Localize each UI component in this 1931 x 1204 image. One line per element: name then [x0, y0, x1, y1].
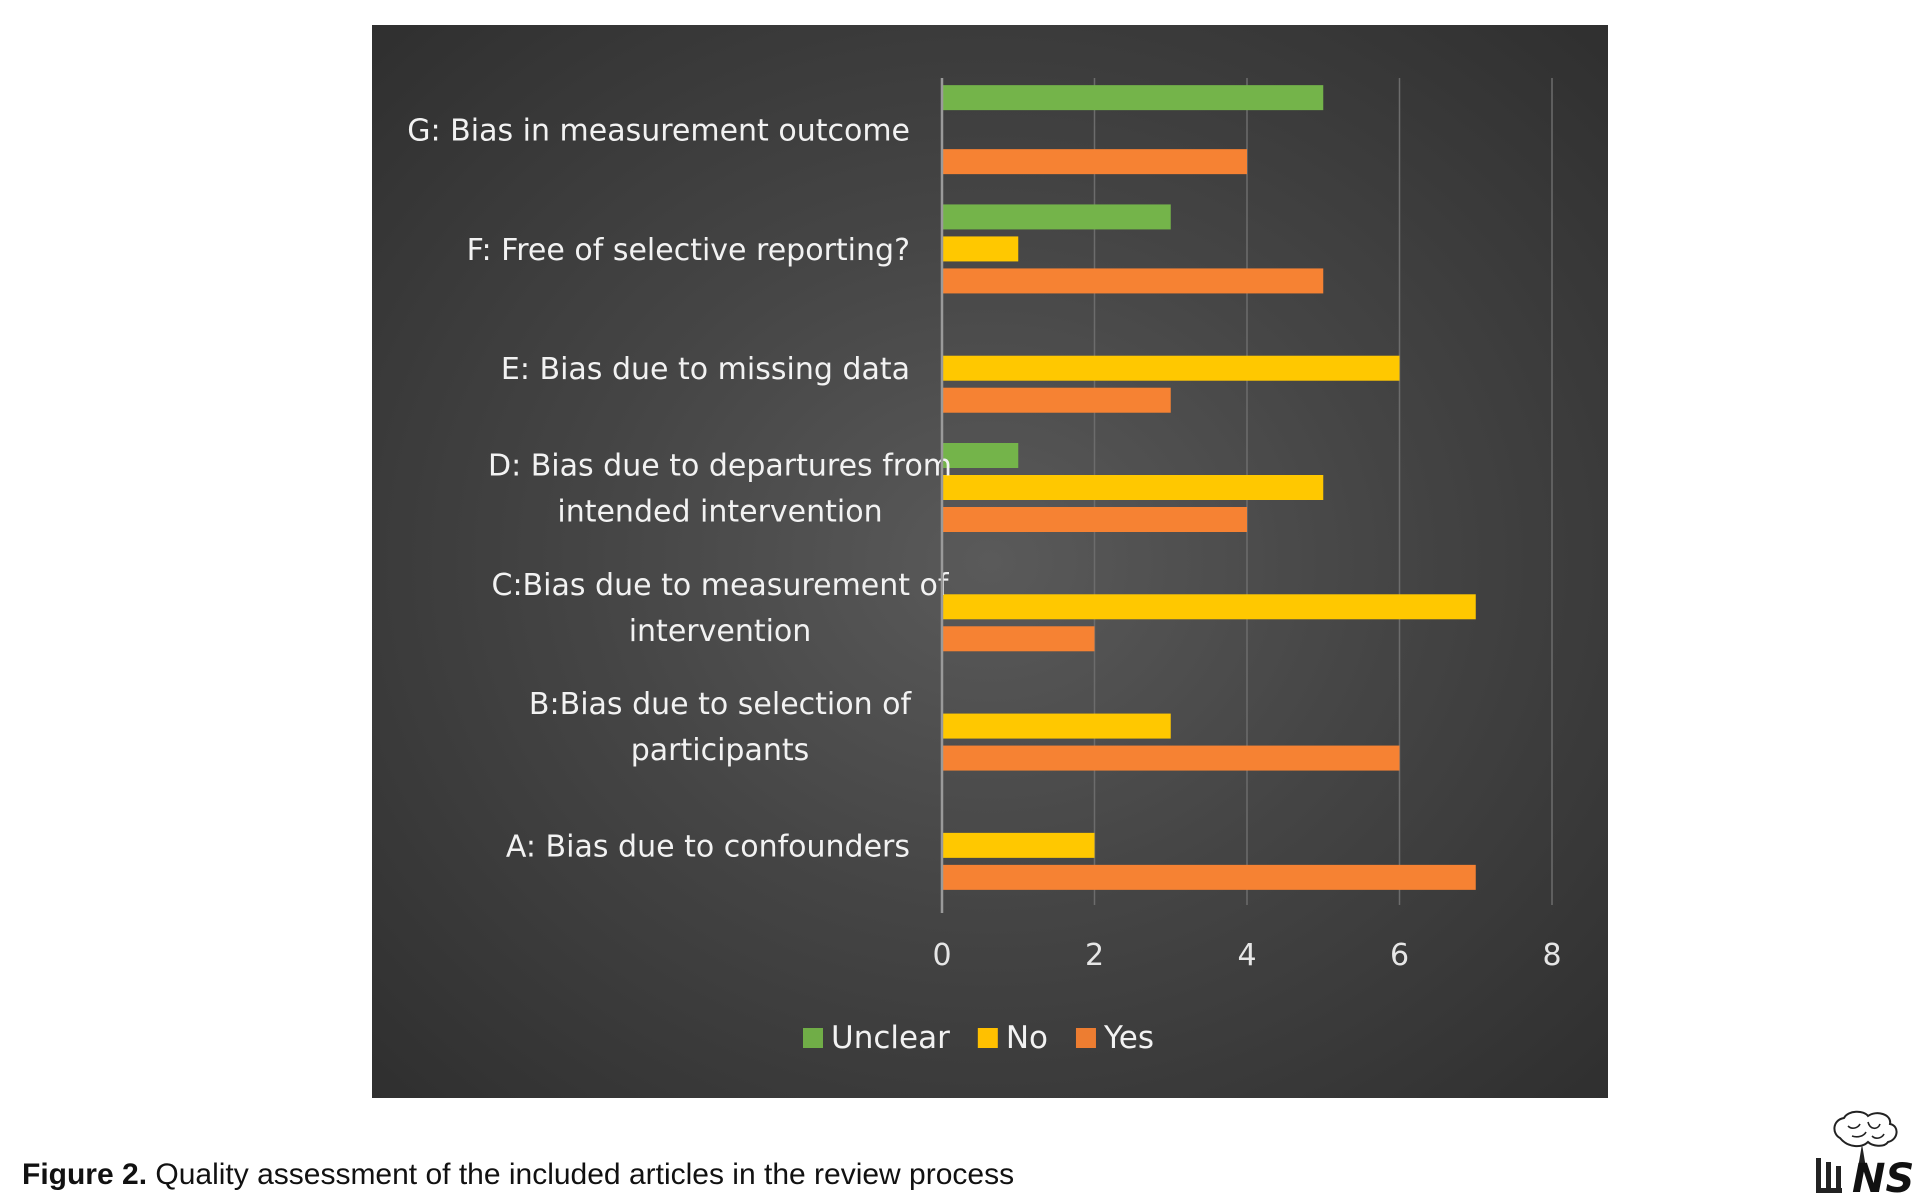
x-tick-label-2: 4: [1237, 938, 1256, 973]
category-label-4: E: Bias due to missing data: [501, 352, 910, 387]
bar-no-5: [942, 236, 1019, 262]
logo-text: NS: [1852, 1156, 1914, 1198]
bar-chart: A: Bias due to confounders B:Bias due to …: [407, 78, 1562, 1056]
category-label-6: G: Bias in measurement outcome: [407, 114, 910, 149]
bar-yes-0: [942, 864, 1476, 890]
x-tick-label-1: 2: [1085, 938, 1104, 973]
category-label-line: G: Bias in measurement outcome: [407, 114, 910, 149]
category-label-line: participants: [631, 733, 810, 768]
category-label-line: D: Bias due to departures from: [488, 449, 952, 484]
category-label-line: F: Free of selective reporting?: [467, 233, 910, 268]
figure-caption: Figure 2. Quality assessment of the incl…: [22, 1158, 1014, 1192]
category-label-line: intervention: [629, 614, 812, 649]
x-tick-label-3: 6: [1390, 938, 1409, 973]
category-label-5: F: Free of selective reporting?: [467, 233, 910, 268]
bar-no-2: [942, 594, 1476, 620]
category-label-line: B:Bias due to selection of: [529, 687, 913, 722]
bar-yes-2: [942, 626, 1095, 652]
bar-no-0: [942, 832, 1095, 858]
legend-swatch-yes: [1075, 1028, 1096, 1048]
legend-label-no: No: [1006, 1020, 1048, 1056]
chart-panel: A: Bias due to confounders B:Bias due to …: [372, 25, 1608, 1098]
bar-no-1: [942, 713, 1171, 739]
x-tick-label-0: 0: [932, 938, 951, 973]
category-label-line: C:Bias due to measurement of: [492, 568, 950, 603]
category-label-2: C:Bias due to measurement of intervention: [492, 568, 950, 649]
category-label-line: A: Bias due to confounders: [506, 829, 910, 864]
caption-label: Figure 2.: [22, 1158, 148, 1191]
legend-swatch-unclear: [803, 1028, 823, 1048]
legend-swatch-no: [977, 1028, 998, 1048]
category-label-1: B:Bias due to selection of participants: [529, 687, 913, 768]
category-label-3: D: Bias due to departures from intended i…: [488, 449, 952, 530]
bar-unclear-5: [942, 204, 1171, 230]
brain-logo-icon: NS: [1816, 1110, 1914, 1198]
bar-yes-6: [942, 149, 1247, 175]
category-label-line: E: Bias due to missing data: [501, 352, 910, 387]
bar-unclear-3: [942, 443, 1019, 468]
bar-unclear-6: [942, 85, 1324, 111]
bar-yes-1: [942, 745, 1400, 771]
category-label-line: intended intervention: [557, 495, 882, 530]
caption-text: Quality assessment of the included artic…: [147, 1158, 1015, 1191]
bar-no-3: [942, 475, 1324, 500]
category-label-0: A: Bias due to confounders: [506, 829, 910, 864]
bar-yes-5: [942, 268, 1324, 294]
legend-label-unclear: Unclear: [831, 1020, 950, 1056]
legend-label-yes: Yes: [1103, 1020, 1154, 1056]
x-tick-label-4: 8: [1542, 938, 1561, 973]
bar-no-4: [942, 355, 1400, 381]
bar-yes-3: [942, 507, 1247, 532]
bar-yes-4: [942, 387, 1171, 413]
